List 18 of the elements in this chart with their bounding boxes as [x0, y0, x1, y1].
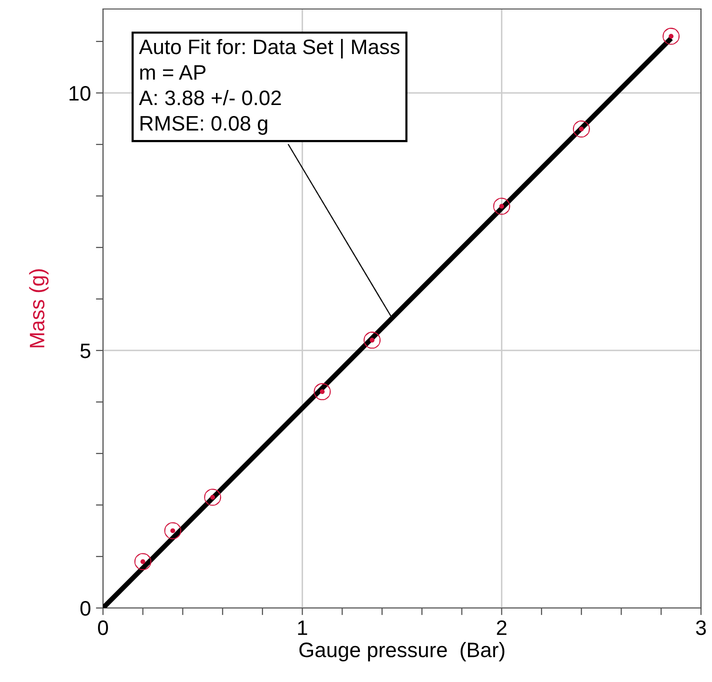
y-axis-title: Mass (g) [29, 269, 49, 348]
y-tick-label: 10 [70, 86, 90, 101]
x-tick-label: 1 [298, 620, 308, 635]
point [493, 198, 510, 215]
point [204, 488, 222, 506]
point [364, 332, 381, 349]
y-tick-label: 0 [80, 601, 90, 616]
point [662, 28, 680, 45]
x-tick-label: 3 [696, 620, 706, 636]
x-tick-label: 0 [98, 620, 108, 636]
point [134, 553, 152, 570]
point [572, 120, 590, 138]
annotation: Auto Fit for: Data Set | Mass m = AP A: 3.88 +/- 0.02 RMSE: 0.08 g [138, 38, 400, 135]
point [314, 383, 331, 400]
x-axis-title: Gauge pressure (Bar) [299, 642, 504, 662]
y-tick-label: 5 [80, 344, 90, 358]
x-tick-label: 2 [496, 620, 506, 635]
point [164, 522, 182, 540]
